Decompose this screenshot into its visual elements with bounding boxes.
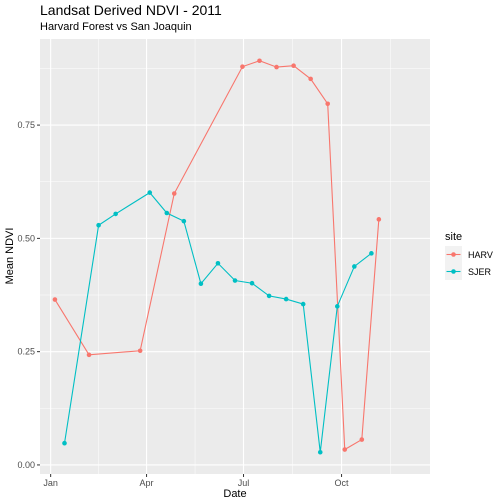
data-point-sjer bbox=[96, 222, 101, 228]
series-harv bbox=[52, 58, 382, 452]
data-point-harv bbox=[257, 58, 262, 64]
data-point-sjer bbox=[147, 190, 153, 195]
y-tick-label: 0.75 bbox=[17, 120, 35, 130]
data-point-sjer bbox=[232, 278, 238, 283]
series-layer bbox=[52, 58, 382, 455]
grid-lines bbox=[40, 39, 430, 474]
y-axis-title: Mean NDVI bbox=[4, 228, 16, 285]
data-point-harv bbox=[359, 437, 365, 442]
data-point-harv bbox=[325, 101, 331, 107]
data-point-sjer bbox=[249, 280, 255, 286]
data-point-sjer bbox=[113, 211, 118, 217]
legend: site HARV SJER bbox=[445, 231, 493, 280]
x-tick-label: Jul bbox=[238, 478, 250, 488]
data-point-sjer bbox=[266, 293, 272, 299]
data-point-sjer bbox=[215, 260, 221, 266]
legend-key-point bbox=[451, 252, 456, 257]
legend-item-sjer: SJER bbox=[445, 263, 492, 280]
data-point-sjer bbox=[198, 281, 204, 286]
x-tick-label: Jan bbox=[43, 478, 58, 488]
y-tick-label: 0.00 bbox=[17, 460, 35, 470]
x-tick-label: Oct bbox=[335, 478, 350, 488]
data-point-sjer bbox=[300, 301, 306, 307]
legend-key-point bbox=[451, 269, 456, 274]
axes: 0.00 0.25 0.50 0.75 Jan Apr Jul Oct bbox=[17, 120, 349, 488]
data-point-sjer bbox=[62, 440, 67, 446]
data-point-harv bbox=[137, 348, 143, 354]
series-sjer bbox=[62, 190, 374, 455]
chart-subtitle: Harvard Forest vs San Joaquin bbox=[40, 21, 192, 33]
data-point-sjer bbox=[181, 218, 187, 224]
data-point-sjer bbox=[283, 296, 289, 302]
data-point-harv bbox=[274, 64, 279, 70]
y-tick-label: 0.25 bbox=[17, 347, 35, 357]
data-point-sjer bbox=[164, 210, 170, 216]
data-point-harv bbox=[240, 64, 245, 69]
data-point-harv bbox=[291, 63, 296, 69]
chart-title: Landsat Derived NDVI - 2011 bbox=[40, 2, 222, 18]
y-tick-label: 0.50 bbox=[17, 233, 35, 243]
data-point-sjer bbox=[352, 264, 357, 269]
data-point-harv bbox=[308, 76, 313, 82]
data-point-harv bbox=[376, 217, 382, 222]
data-point-sjer bbox=[317, 449, 323, 455]
data-point-harv bbox=[52, 297, 58, 302]
data-point-harv bbox=[86, 352, 92, 358]
x-axis-title: Date bbox=[223, 488, 246, 500]
data-point-harv bbox=[342, 447, 348, 452]
legend-item-harv: HARV bbox=[445, 246, 493, 263]
data-point-harv bbox=[171, 191, 177, 196]
legend-title: site bbox=[445, 231, 462, 243]
data-point-sjer bbox=[334, 304, 340, 309]
legend-label-harv: HARV bbox=[468, 250, 493, 260]
legend-label-sjer: SJER bbox=[468, 267, 492, 277]
x-tick-label: Apr bbox=[140, 478, 154, 488]
data-point-sjer bbox=[369, 251, 374, 256]
